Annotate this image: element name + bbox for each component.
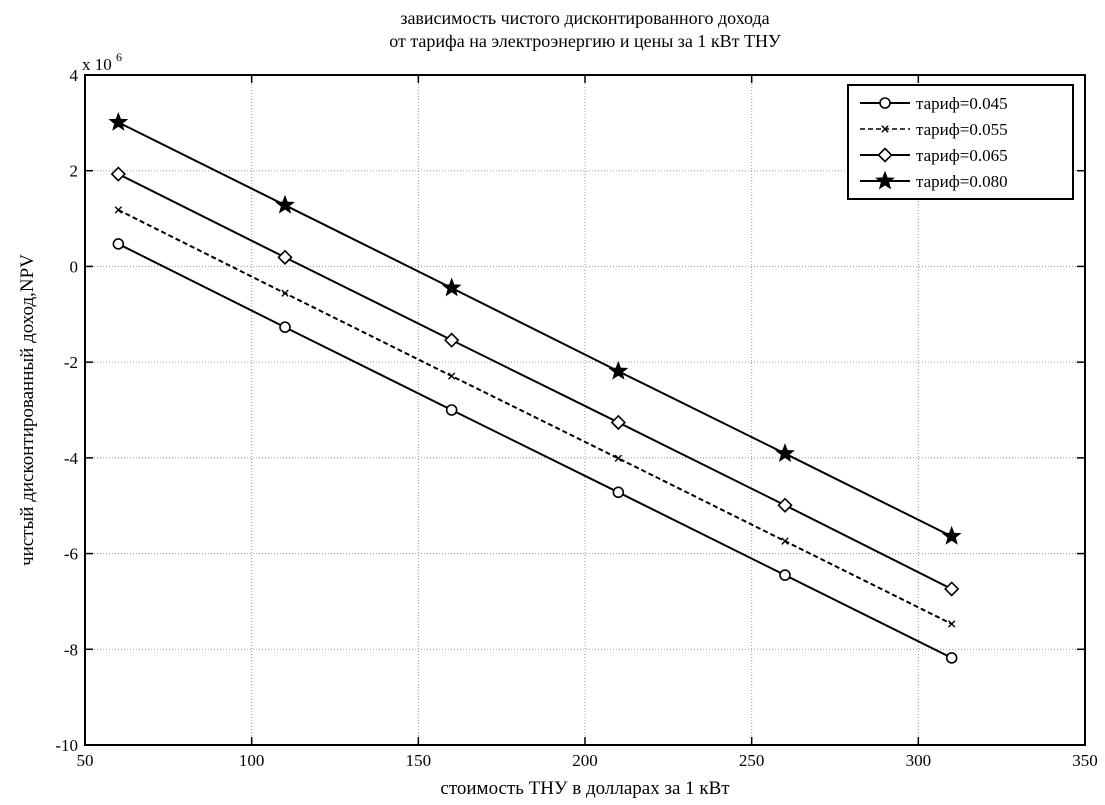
data-point-x [281,289,289,297]
series-line [117,243,953,659]
data-point-circle [945,652,958,664]
series-line [117,173,953,590]
series-2 [114,206,956,628]
legend-label: тариф=0.045 [916,94,1008,113]
legend-label: тариф=0.055 [916,120,1008,139]
legend-item: тариф=0.080 [860,170,1008,191]
y-tick-label: -6 [64,545,78,564]
y-tick-label: -8 [64,640,78,659]
data-point-circle [779,569,791,581]
data-point-star [108,111,129,131]
x-tick-label: 150 [406,751,432,770]
data-point-x [947,620,956,628]
data-point-circle [445,404,458,416]
series-1 [112,238,958,664]
legend-item: тариф=0.065 [860,146,1008,165]
x-tick-label: 50 [77,751,94,770]
data-point-x [614,454,623,463]
data-point-x [781,537,789,545]
data-point-x-stroke [881,125,889,133]
data-point-diamond [944,581,960,597]
data-point-diamond [277,249,293,265]
legend-label: тариф=0.080 [916,172,1008,191]
x-tick-label: 300 [906,751,932,770]
data-point-x-stroke [781,537,789,545]
y-multiplier-base: x 10 [82,55,112,74]
series-line [117,121,953,538]
grid [85,75,1085,745]
series-4 [108,111,962,545]
axis-ticks: 50 100 150 200 250 300 350 -10 -8 -6 -4 -2 0 2 4 [55,66,1097,770]
series-layer [108,111,962,664]
y-tick-label: -2 [64,353,78,372]
data-point-star [608,360,629,380]
legend-label: тариф=0.065 [916,146,1008,165]
data-point-star [775,443,795,462]
y-multiplier-exponent: 6 [116,50,122,64]
x-tick-label: 350 [1072,751,1098,770]
data-point-circle [612,486,625,499]
x-tick-label: 100 [239,751,265,770]
data-point-x-stroke [947,620,956,628]
series-3 [110,166,960,597]
data-point-star [875,170,895,190]
y-axis-title: чистый дисконтированный доход,NPV [17,254,38,566]
data-point-circle [879,97,891,109]
series-line [117,209,953,625]
y-tick-label: 4 [70,66,79,85]
legend-items: тариф=0.045 тариф=0.055 тариф=0.065 тариф=0… [860,94,1008,191]
data-point-x-stroke [114,206,123,214]
data-point-diamond [610,414,626,431]
x-axis-title: стоимость ТНУ в долларах за 1 кВт [440,778,730,799]
data-point-x-stroke [614,454,623,463]
data-point-circle [112,238,125,250]
data-point-star [441,277,462,297]
x-tick-label: 250 [739,751,765,770]
data-point-x-stroke [281,289,289,297]
data-point-star [941,525,962,545]
legend-item: тариф=0.055 [860,120,1008,139]
data-point-x-stroke [447,372,456,380]
data-point-x [114,206,123,214]
x-tick-label: 200 [572,751,598,770]
y-axis-multiplier: x 10 6 [82,50,122,74]
chart-title-line-1: зависимость чистого дисконтированного до… [400,8,769,28]
data-point-diamond [444,332,460,348]
data-point-diamond [877,147,893,163]
data-point-diamond [777,497,793,513]
data-point-x [881,125,889,133]
data-point-diamond [110,166,126,182]
y-tick-label: -10 [55,736,78,755]
y-tick-label: 2 [70,162,79,181]
data-point-star [275,194,295,214]
legend-item: тариф=0.045 [860,94,1008,113]
legend: тариф=0.045 тариф=0.055 тариф=0.065 тариф=0… [847,84,1074,200]
y-tick-label: -4 [64,449,79,468]
chart-title-line-2: от тарифа на электроэнергию и цены за 1 … [389,31,781,51]
data-point-circle [279,321,291,334]
data-point-x [447,372,456,380]
y-tick-label: 0 [70,257,79,276]
